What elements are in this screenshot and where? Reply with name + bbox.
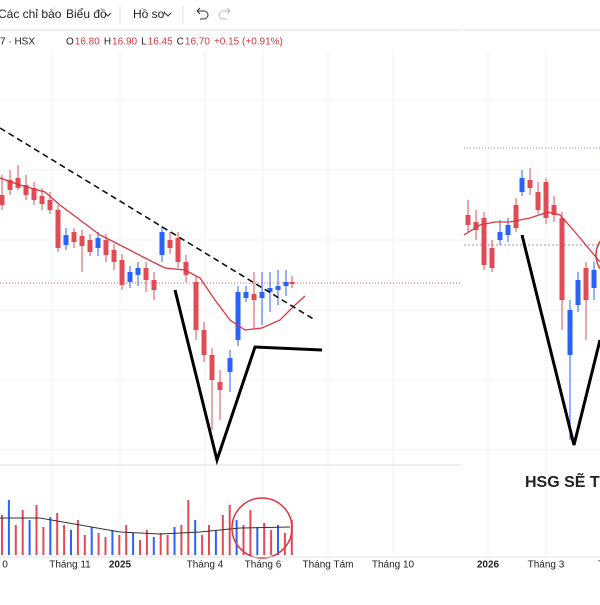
panel-gap [462, 30, 464, 578]
x-axis-label: 2025 [109, 560, 132, 571]
candle-body [209, 355, 215, 380]
candle-body [243, 292, 249, 298]
ohlc-key: O [66, 37, 74, 48]
candle-body [591, 270, 597, 288]
candle-body [201, 330, 207, 355]
candle-body [583, 268, 589, 300]
x-axis-label: 2026 [477, 560, 500, 571]
candle-body [259, 292, 265, 298]
candle-body [111, 250, 117, 262]
candle-body [39, 196, 45, 204]
candle-body [575, 280, 581, 305]
candle-body [151, 280, 157, 290]
candle-body [235, 292, 241, 340]
drawing-v [520, 234, 600, 446]
ohlc-value: 16.70 [185, 37, 210, 48]
volume-ma [0, 517, 291, 535]
chevron [164, 12, 172, 17]
x-axis-label: Tháng 3 [528, 560, 565, 571]
candle-body [167, 240, 173, 248]
candle-body [535, 192, 541, 210]
candle-body [559, 218, 565, 300]
redo-icon[interactable] [218, 7, 231, 20]
highlight-circle [595, 240, 600, 270]
candle-body [183, 262, 189, 275]
toolbar [0, 0, 600, 30]
ohlc-legend: O 16.80 H 16.90 L 16.45 C 16.70 +0.15 (+0.91%) [66, 37, 283, 48]
x-axis-label: 0 [2, 560, 8, 571]
moving-average [0, 177, 306, 331]
candle-body [79, 236, 85, 246]
ohlc-value: 16.80 [75, 37, 100, 48]
candle-body [47, 200, 53, 210]
chevron [104, 12, 112, 17]
ohlc-change: +0.15 (+0.91%) [214, 37, 283, 48]
candle-body [481, 218, 487, 265]
x-axis-label: Tháng Tám [303, 560, 354, 571]
x-axis-label: Tháng [598, 560, 600, 571]
candle-body [527, 180, 533, 188]
candle-body [31, 188, 37, 200]
annotation: HSG SẼ TĂ [525, 471, 600, 491]
candle-body [15, 178, 21, 188]
grid [0, 50, 600, 557]
candle-body [55, 210, 61, 248]
symbol: 7 · HSX [0, 37, 35, 48]
candle-body [267, 288, 273, 292]
x-axis-labels: 0 Tháng 11 2025 Tháng 4 Tháng 6 Tháng Tám Thán… [2, 560, 600, 571]
x-axis-label: Tháng 4 [187, 560, 224, 571]
toolbar-button[interactable]: Biểu đồ [66, 7, 107, 21]
candle-body [289, 282, 295, 284]
candle-body [193, 282, 199, 330]
candle-body [63, 235, 69, 245]
candle-body [465, 215, 471, 225]
x-axis-label: Tháng 6 [245, 560, 282, 571]
candle-body [543, 182, 549, 218]
candles [0, 165, 597, 440]
candle-body [0, 195, 5, 205]
candle-body [175, 238, 181, 262]
toolbar-button[interactable]: Các chỉ báo [0, 7, 62, 21]
candle-body [159, 232, 165, 255]
candle-body [505, 225, 511, 235]
undo-icon[interactable] [196, 7, 209, 20]
candle-body [95, 238, 101, 248]
candle-body [283, 282, 289, 286]
candle-body [551, 205, 557, 215]
moving-average [463, 211, 600, 263]
candle-body [513, 205, 519, 228]
candle-body [217, 382, 223, 390]
candle-body [227, 358, 233, 372]
candle-body [519, 178, 525, 192]
x-axis-label: Tháng 10 [372, 560, 415, 571]
trend-line [0, 127, 316, 321]
highlight-circle [231, 497, 293, 559]
candle-body [7, 180, 13, 190]
ohlc-value: 16.45 [148, 37, 173, 48]
candle-body [143, 268, 149, 280]
candle-body [567, 310, 573, 355]
toolbar-button[interactable]: Hồ sơ [133, 7, 166, 21]
x-axis-label: Tháng 11 [49, 560, 91, 571]
candle-body [119, 260, 125, 285]
ohlc-key: H [104, 37, 111, 48]
drawing-v [173, 289, 323, 466]
candle-body [71, 232, 77, 242]
candle-body [251, 294, 257, 300]
candle-body [87, 240, 93, 252]
ohlc-key: L [141, 37, 147, 48]
candle-body [127, 272, 133, 282]
candle-body [473, 222, 479, 230]
candle-body [23, 185, 29, 195]
candle-body [497, 232, 503, 240]
candle-body [489, 248, 495, 268]
candle-body [135, 268, 141, 275]
ohlc-value: 16.90 [112, 37, 137, 48]
candle-body [275, 286, 281, 290]
ohlc-key: C [177, 37, 184, 48]
candle-body [103, 240, 109, 255]
